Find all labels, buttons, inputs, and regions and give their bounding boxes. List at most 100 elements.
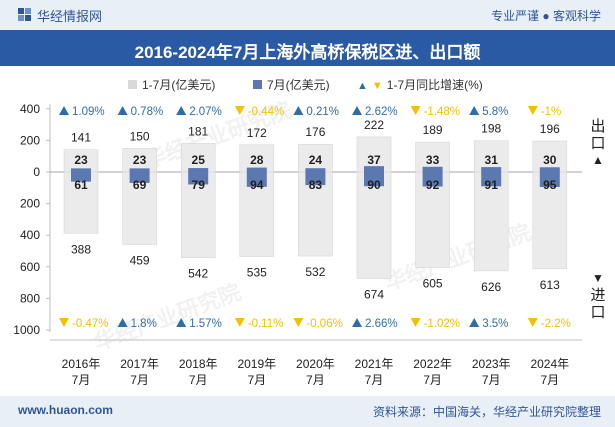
import-yoy-triangle-icon [410,318,421,327]
export-cumulative-label: 181 [188,124,208,138]
import-monthly-label: 79 [192,178,206,192]
import-monthly-label: 83 [309,178,323,192]
import-yoy-label: -2.2% [541,318,571,330]
logo-text: 华经情报网 [37,9,103,24]
import-yoy-triangle-icon [176,318,187,327]
x-category-label-year: 2023年 [472,357,511,371]
export-cumulative-label: 150 [130,129,150,143]
export-yoy-triangle-icon [234,106,245,115]
legend-triangle-up-icon: ▲ [357,80,368,92]
x-category-label-year: 2017年 [120,357,159,371]
x-category-label-month: 7月 [130,373,149,387]
import-cumulative-label: 626 [481,280,501,294]
x-category-label-month: 7月 [306,373,325,387]
export-yoy-label: -1% [541,106,561,118]
import-monthly-label: 61 [74,178,88,192]
y-tick-label: 200 [20,133,40,147]
export-cumulative-bar [180,143,216,173]
export-monthly-bar [71,168,91,172]
y-tick-label: 400 [20,228,40,242]
export-yoy-triangle-icon [469,106,480,115]
import-monthly-label: 90 [367,178,381,192]
import-cumulative-bar [298,171,333,257]
import-yoy-triangle-icon [117,318,128,327]
import-yoy-label: -0.06% [306,318,342,330]
import-monthly-label: 92 [426,178,440,192]
import-yoy-label: -0.47% [72,318,108,330]
import-label: 进口 [590,287,606,321]
import-monthly-bar [422,172,443,187]
export-yoy-triangle-icon [352,106,362,115]
chart-title: 2016-2024年7月上海外高桥保税区进、出口额 [134,43,481,62]
footer-website: www.huaon.com [18,403,113,417]
x-category-label-year: 2024年 [530,357,569,371]
legend-monthly: 7月(亿美元) [253,76,330,93]
import-monthly-bar [481,172,502,187]
x-category-label-month: 7月 [365,373,384,387]
import-yoy-triangle-icon [59,318,69,327]
import-yoy-label: -0.11% [248,318,284,330]
import-yoy-triangle-icon [469,318,480,327]
import-monthly-label: 95 [543,178,557,192]
legend-yoy: ▲ ▼ 1-7月同比增速(%) [357,76,483,93]
x-category-label-year: 2022年 [413,357,452,371]
import-cumulative-label: 605 [423,277,443,291]
import-cumulative-bar [180,171,216,258]
export-cumulative-label: 141 [71,131,91,145]
export-monthly-bar [305,168,326,172]
export-monthly-label: 37 [367,153,381,167]
import-cumulative-label: 532 [305,265,325,279]
export-monthly-label: 25 [192,153,206,167]
export-cumulative-label: 222 [364,118,384,132]
export-monthly-label: 23 [74,153,88,167]
export-cumulative-bar [532,140,568,173]
import-yoy-label: 3.5% [482,318,508,330]
y-tick-label: 1000 [13,323,40,337]
export-yoy-triangle-icon [59,106,69,115]
import-cumulative-bar [356,171,392,279]
export-yoy-label: 0.21% [306,106,339,118]
x-category-label-month: 7月 [423,373,442,387]
import-cumulative-bar [473,171,509,272]
x-category-label-month: 7月 [189,373,208,387]
export-monthly-label: 31 [485,153,499,167]
y-tick-label: 200 [20,197,40,211]
x-category-label-year: 2018年 [179,357,218,371]
import-yoy-triangle-icon [352,318,362,327]
export-monthly-bar [129,168,150,172]
export-monthly-label: 23 [133,153,147,167]
x-category-label-year: 2016年 [62,357,101,371]
import-monthly-bar [305,172,326,186]
export-monthly-bar [246,167,267,172]
import-monthly-label: 94 [250,178,264,192]
y-tick-label: 800 [20,291,40,305]
y-tick-label: 0 [33,165,40,179]
import-yoy-label: 1.57% [189,318,222,330]
export-yoy-triangle-icon [527,106,538,115]
legend-cumulative-label: 1-7月(亿美元) [142,78,216,92]
export-monthly-label: 33 [426,153,440,167]
import-cumulative-label: 459 [130,254,150,268]
export-yoy-label: 5.8% [482,106,508,118]
import-yoy-label: 1.8% [131,318,157,330]
footer-bar: www.huaon.com 资料来源：中国海关，华经产业研究院整理 [0,396,615,427]
import-cumulative-label: 542 [188,267,208,281]
arrow-up-icon: ▲ [592,153,604,167]
import-cumulative-bar [415,171,450,268]
x-category-label-year: 2021年 [355,357,394,371]
import-yoy-triangle-icon [234,318,245,327]
export-cumulative-label: 189 [423,123,443,137]
export-monthly-bar [188,168,209,172]
import-monthly-bar [246,172,267,187]
export-monthly-bar [364,166,384,172]
export-cumulative-bar [239,144,275,173]
export-yoy-triangle-icon [410,106,421,115]
import-monthly-bar [364,172,384,187]
import-monthly-bar [539,172,560,188]
legend-cumulative: 1-7月(亿美元) [128,76,215,93]
legend: 1-7月(亿美元) 7月(亿美元) ▲ ▼ 1-7月同比增速(%) [0,76,615,96]
export-yoy-label: 0.78% [131,106,164,118]
import-cumulative-label: 613 [540,278,560,292]
export-yoy-label: 2.62% [365,106,398,118]
import-monthly-label: 69 [133,178,147,192]
